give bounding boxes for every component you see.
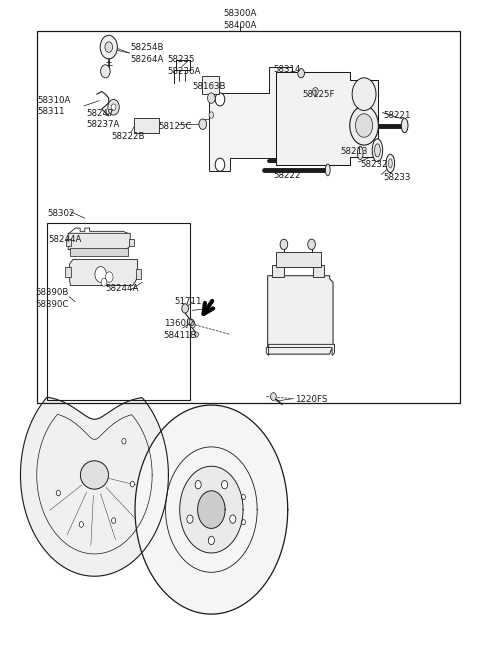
Circle shape <box>209 112 214 118</box>
Circle shape <box>106 272 113 282</box>
Circle shape <box>298 69 304 78</box>
Circle shape <box>280 239 288 250</box>
Circle shape <box>207 93 215 103</box>
Ellipse shape <box>374 144 380 157</box>
Ellipse shape <box>80 461 108 489</box>
Ellipse shape <box>358 146 363 159</box>
Text: 58221: 58221 <box>383 112 411 120</box>
Bar <box>129 239 134 247</box>
Circle shape <box>187 515 193 523</box>
Circle shape <box>191 321 195 328</box>
Circle shape <box>79 522 84 527</box>
Circle shape <box>112 518 116 523</box>
Circle shape <box>356 113 372 137</box>
Text: 58235
58236A: 58235 58236A <box>168 55 201 75</box>
Text: 58302: 58302 <box>48 209 75 218</box>
Circle shape <box>101 278 107 286</box>
Bar <box>70 249 128 256</box>
Polygon shape <box>21 398 168 576</box>
Circle shape <box>230 515 236 523</box>
Text: 58390B
58390C: 58390B 58390C <box>36 289 69 309</box>
Bar <box>47 224 190 400</box>
Bar <box>276 252 321 266</box>
Circle shape <box>130 482 134 487</box>
Text: 58232: 58232 <box>360 160 388 169</box>
Text: 58213: 58213 <box>340 147 368 156</box>
Bar <box>37 31 459 403</box>
Text: 58244A: 58244A <box>48 236 82 244</box>
Circle shape <box>195 480 201 489</box>
Circle shape <box>108 99 119 115</box>
Text: 58222: 58222 <box>274 171 301 180</box>
Circle shape <box>101 65 110 78</box>
Circle shape <box>182 304 189 313</box>
Polygon shape <box>68 234 130 250</box>
Circle shape <box>241 520 245 525</box>
Ellipse shape <box>325 164 330 176</box>
Text: 58300A
58400A: 58300A 58400A <box>223 9 257 30</box>
Circle shape <box>312 88 318 96</box>
Circle shape <box>199 119 206 129</box>
Text: 58314: 58314 <box>274 66 301 75</box>
Circle shape <box>308 239 315 250</box>
Bar <box>65 266 71 277</box>
Ellipse shape <box>386 154 395 173</box>
Text: 58163B: 58163B <box>192 82 226 91</box>
Bar <box>136 269 141 279</box>
Circle shape <box>215 158 225 171</box>
Circle shape <box>111 104 116 110</box>
Circle shape <box>56 490 60 496</box>
Polygon shape <box>276 72 378 165</box>
Circle shape <box>195 332 199 337</box>
Bar <box>202 76 218 94</box>
Text: 58222B: 58222B <box>111 132 144 141</box>
Polygon shape <box>180 466 243 553</box>
Polygon shape <box>268 276 333 354</box>
Text: 58233: 58233 <box>383 173 411 182</box>
Circle shape <box>188 318 192 325</box>
Text: 58254B
58264A: 58254B 58264A <box>130 43 164 64</box>
Text: 1360JD
58411B: 1360JD 58411B <box>164 319 197 340</box>
Circle shape <box>222 480 228 489</box>
Text: 58125F: 58125F <box>302 91 335 99</box>
Text: 58247
58237A: 58247 58237A <box>86 109 120 129</box>
Circle shape <box>271 393 276 401</box>
Circle shape <box>100 35 117 59</box>
Circle shape <box>241 495 245 500</box>
Text: 51711: 51711 <box>174 297 202 306</box>
Polygon shape <box>198 491 225 529</box>
Text: 1220FS: 1220FS <box>295 396 327 404</box>
Polygon shape <box>70 259 137 285</box>
Polygon shape <box>134 117 159 133</box>
Polygon shape <box>266 344 335 356</box>
Text: 58125C: 58125C <box>158 122 192 131</box>
Bar <box>273 265 284 277</box>
Bar <box>66 239 71 247</box>
Ellipse shape <box>372 139 383 162</box>
Circle shape <box>208 536 215 544</box>
Circle shape <box>105 42 113 52</box>
Circle shape <box>122 438 126 444</box>
Circle shape <box>215 93 225 106</box>
Text: 58244A: 58244A <box>106 284 139 293</box>
Ellipse shape <box>401 118 408 133</box>
Circle shape <box>352 78 376 110</box>
Bar <box>312 265 324 277</box>
Circle shape <box>350 106 378 145</box>
Text: 58310A
58311: 58310A 58311 <box>37 96 71 116</box>
Polygon shape <box>209 67 292 171</box>
Ellipse shape <box>388 159 392 168</box>
Polygon shape <box>135 405 288 614</box>
Circle shape <box>95 266 107 282</box>
